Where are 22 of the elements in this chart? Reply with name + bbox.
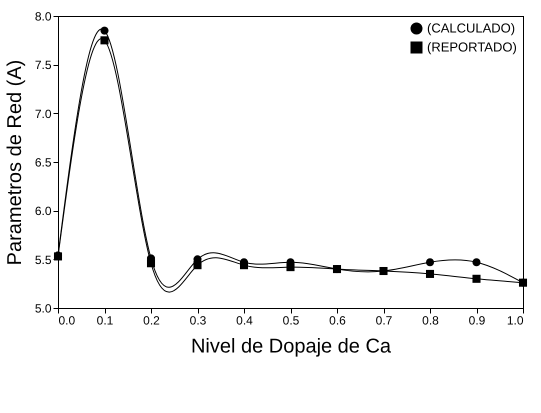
y-tick-label: 7.0 bbox=[34, 106, 52, 121]
x-tick-label: 0.5 bbox=[282, 314, 300, 328]
x-axis-title: Nivel de Dopaje de Ca bbox=[190, 336, 392, 358]
x-tick-label: 0.8 bbox=[422, 314, 440, 328]
y-tick-label: 6.0 bbox=[34, 204, 52, 218]
y-tick-label: 6.5 bbox=[34, 156, 52, 170]
y-tick-label: 8.0 bbox=[34, 10, 52, 24]
x-tick-label: 0.6 bbox=[329, 314, 346, 328]
legend-label: (CALCULADO) bbox=[427, 20, 516, 36]
x-tick-label: 0.9 bbox=[468, 314, 486, 328]
y-tick-label: 7.5 bbox=[34, 58, 52, 72]
x-tick-label: 0.7 bbox=[376, 314, 393, 328]
x-tick-label: 0.4 bbox=[236, 314, 254, 328]
x-tick-label: 0.1 bbox=[96, 314, 114, 328]
y-tick-label: 5.5 bbox=[34, 252, 52, 267]
legend-label: (REPORTADO) bbox=[427, 40, 517, 54]
x-tick-label: 0.0 bbox=[58, 314, 76, 328]
y-tick-label: 5.0 bbox=[34, 302, 52, 316]
x-tick-label: 1.0 bbox=[506, 314, 524, 328]
x-tick-label: 0.3 bbox=[190, 314, 207, 328]
x-tick-label: 0.2 bbox=[143, 314, 160, 328]
y-axis-title: Parametros de Red (A) bbox=[4, 60, 26, 266]
